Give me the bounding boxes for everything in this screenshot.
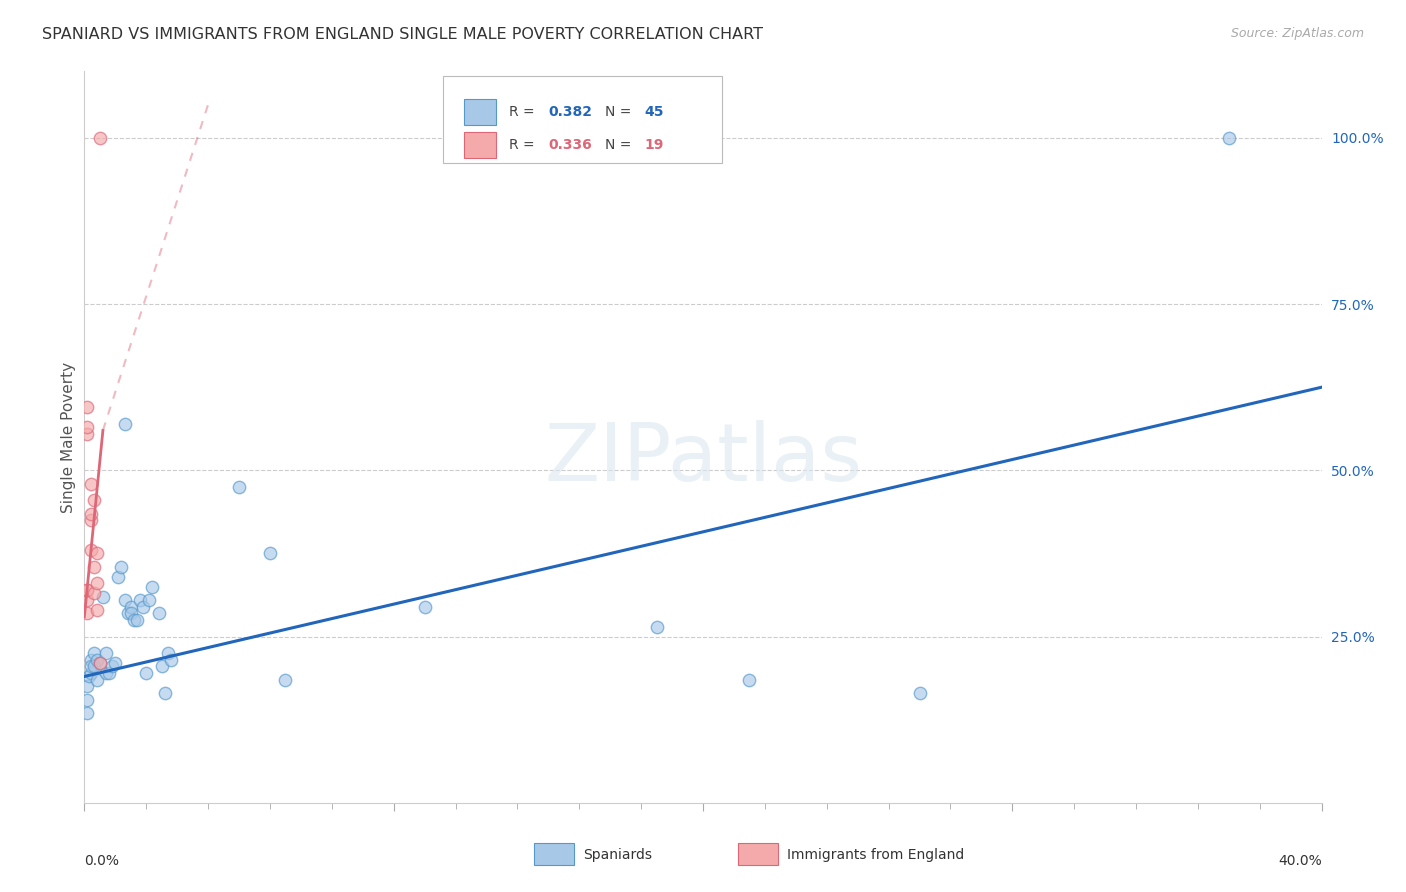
Text: N =: N = (605, 138, 636, 152)
Point (76, 420, 98, 434)
Point (91, 590, 114, 604)
Point (76, 400, 98, 414)
Text: SPANIARD VS IMMIGRANTS FROM ENGLAND SINGLE MALE POVERTY CORRELATION CHART: SPANIARD VS IMMIGRANTS FROM ENGLAND SING… (42, 27, 763, 42)
FancyBboxPatch shape (464, 132, 496, 158)
Point (138, 593, 160, 607)
Point (129, 593, 152, 607)
Text: 0.336: 0.336 (548, 138, 592, 152)
Point (76, 607, 98, 621)
Point (79, 659, 101, 673)
Text: 45: 45 (645, 104, 665, 119)
Point (83, 646, 105, 660)
Point (76, 582, 98, 597)
FancyBboxPatch shape (464, 99, 496, 125)
Point (413, 599, 436, 614)
Point (89, 656, 111, 670)
Point (98, 666, 121, 681)
Point (89, 656, 111, 670)
Point (76, 680, 98, 694)
Point (83, 586, 105, 600)
Y-axis label: Single Male Poverty: Single Male Poverty (60, 361, 76, 513)
Point (79, 513, 101, 527)
Point (645, 619, 668, 633)
Point (274, 673, 297, 687)
Point (125, 613, 148, 627)
Text: ZIPatlas: ZIPatlas (544, 420, 862, 498)
Point (79, 543, 101, 558)
Point (122, 613, 145, 627)
Point (76, 706, 98, 720)
Point (148, 607, 170, 621)
Point (120, 599, 142, 614)
Point (114, 417, 136, 431)
Point (104, 656, 127, 670)
Point (83, 659, 105, 673)
Point (141, 580, 163, 594)
Point (117, 607, 139, 621)
Point (76, 692, 98, 706)
Point (86, 576, 108, 591)
FancyBboxPatch shape (443, 77, 721, 162)
Point (77, 669, 100, 683)
Text: Spaniards: Spaniards (583, 847, 652, 862)
Point (228, 480, 250, 494)
Point (86, 546, 108, 560)
Point (132, 599, 155, 614)
Point (79, 653, 101, 667)
Text: Source: ZipAtlas.com: Source: ZipAtlas.com (1230, 27, 1364, 40)
Point (156, 646, 179, 660)
Point (76, 426, 98, 441)
Text: 19: 19 (645, 138, 664, 152)
Point (153, 686, 176, 700)
Text: R =: R = (509, 104, 538, 119)
Point (83, 493, 105, 508)
Text: 40.0%: 40.0% (1278, 854, 1322, 868)
Point (135, 666, 157, 681)
Point (76, 593, 98, 607)
Point (79, 507, 101, 521)
Point (150, 659, 173, 673)
Text: Immigrants from England: Immigrants from England (787, 847, 965, 862)
Text: N =: N = (605, 104, 636, 119)
Point (114, 593, 136, 607)
Point (120, 607, 142, 621)
Point (738, 673, 761, 687)
Point (1218, 131, 1240, 145)
Point (160, 653, 183, 667)
Point (86, 603, 108, 617)
Point (86, 653, 108, 667)
Text: 0.382: 0.382 (548, 104, 592, 119)
Point (908, 686, 931, 700)
Point (94, 666, 117, 681)
Point (107, 570, 129, 584)
Text: 0.0%: 0.0% (84, 854, 120, 868)
Point (89, 131, 111, 145)
Point (76, 582, 98, 597)
Point (110, 559, 132, 574)
Point (86, 673, 108, 687)
Point (79, 476, 101, 491)
Point (94, 646, 117, 660)
Text: R =: R = (509, 138, 538, 152)
Point (83, 559, 105, 574)
Point (259, 546, 281, 560)
Point (79, 666, 101, 681)
Point (101, 659, 124, 673)
